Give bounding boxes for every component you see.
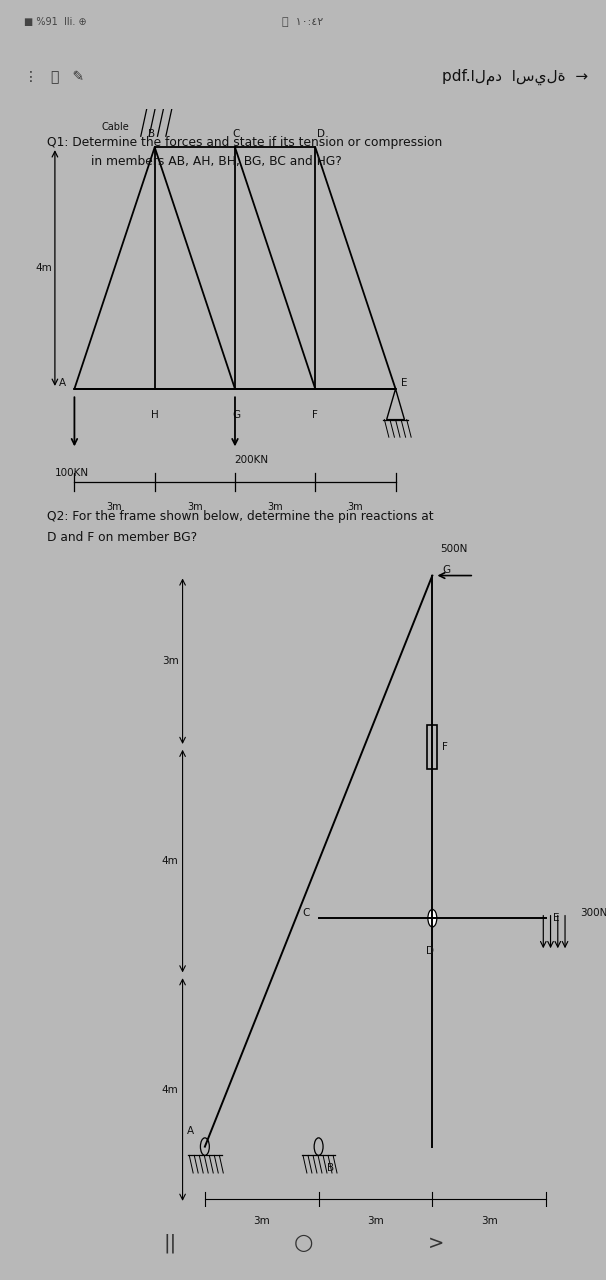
- Text: 3m: 3m: [367, 1216, 384, 1226]
- Text: 3m: 3m: [348, 502, 363, 512]
- Text: E: E: [401, 379, 407, 388]
- Text: pdf.المد  اسيلة  →: pdf.المد اسيلة →: [442, 69, 588, 84]
- Text: 4m: 4m: [162, 1084, 179, 1094]
- Text: ||: ||: [163, 1234, 176, 1253]
- Text: 3m: 3m: [187, 502, 202, 512]
- Text: 4m: 4m: [35, 264, 52, 273]
- Text: B: B: [148, 129, 156, 140]
- Text: ⋮   ⎘   ✎: ⋮ ⎘ ✎: [24, 70, 84, 83]
- Text: B: B: [327, 1164, 334, 1172]
- Text: 100KN: 100KN: [55, 468, 88, 477]
- Text: 4m: 4m: [162, 856, 179, 867]
- Text: 3m: 3m: [162, 657, 179, 666]
- Text: ○: ○: [293, 1234, 313, 1253]
- Circle shape: [428, 909, 437, 927]
- Text: Q2: For the frame shown below, determine the pin reactions at: Q2: For the frame shown below, determine…: [47, 509, 433, 522]
- Text: ■ %91  Ili. ⊕: ■ %91 Ili. ⊕: [24, 17, 87, 27]
- Text: D: D: [317, 129, 325, 140]
- Text: in members AB, AH, BH, BG, BC and HG?: in members AB, AH, BH, BG, BC and HG?: [91, 155, 342, 168]
- Text: C: C: [303, 908, 310, 918]
- Text: A: A: [59, 379, 65, 388]
- Text: >: >: [428, 1234, 445, 1253]
- Text: F: F: [442, 742, 448, 751]
- Text: F: F: [312, 410, 318, 420]
- Text: D: D: [425, 946, 433, 956]
- Text: Cable: Cable: [102, 123, 130, 132]
- Text: 200KN: 200KN: [235, 454, 269, 465]
- Text: H: H: [151, 410, 159, 420]
- Bar: [427, 724, 438, 769]
- Text: C: C: [233, 129, 240, 140]
- Text: 3m: 3m: [253, 1216, 270, 1226]
- Text: G: G: [232, 410, 240, 420]
- Text: 3m: 3m: [481, 1216, 498, 1226]
- Text: 3m: 3m: [267, 502, 283, 512]
- Text: E: E: [553, 913, 559, 923]
- Text: 300N: 300N: [581, 908, 606, 918]
- Text: 3m: 3m: [107, 502, 122, 512]
- Text: Q1: Determine the forces and state if its tension or compression: Q1: Determine the forces and state if it…: [47, 136, 442, 150]
- Text: 🔴  ١٠:٤٢: 🔴 ١٠:٤٢: [282, 17, 324, 27]
- Text: A: A: [187, 1125, 194, 1135]
- Text: 500N: 500N: [440, 544, 467, 553]
- Text: G: G: [442, 564, 450, 575]
- Text: D and F on member BG?: D and F on member BG?: [47, 530, 197, 544]
